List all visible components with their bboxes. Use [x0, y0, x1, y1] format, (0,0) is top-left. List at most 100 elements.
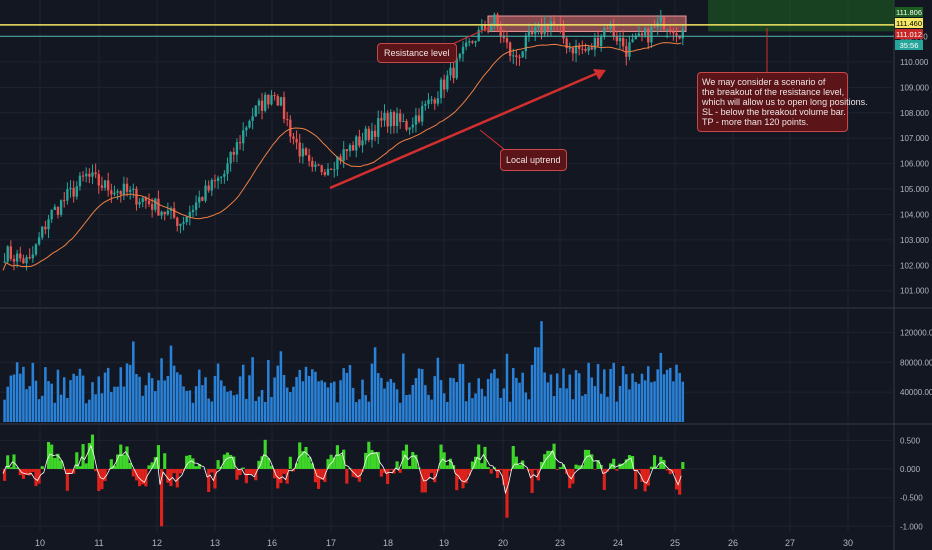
volume-bar: [248, 375, 251, 422]
resistance-level-callout[interactable]: Resistance level: [377, 43, 457, 63]
volume-bar: [260, 389, 264, 422]
volume-bar: [216, 363, 220, 422]
oscillator-bar: [166, 468, 170, 483]
oscillator-bar: [574, 464, 578, 469]
candle-body: [15, 253, 19, 262]
price-candles: [3, 9, 684, 271]
volume-bar: [464, 401, 468, 422]
candle-body: [3, 261, 6, 263]
volume-bar: [28, 386, 31, 422]
oscillator-bar: [241, 467, 245, 469]
oscillator-bar: [552, 443, 556, 469]
candle-body: [477, 29, 480, 41]
volume-bar: [91, 382, 94, 422]
x-tick-label: 17: [326, 538, 336, 548]
oscillator-bar: [499, 468, 503, 471]
volume-bar: [483, 396, 487, 422]
volume-bar: [150, 378, 154, 422]
volume-bar: [69, 380, 72, 422]
candle-body: [433, 99, 436, 104]
oscillator-bar: [678, 468, 682, 495]
x-tick-label: 27: [785, 538, 795, 548]
oscillator-bar: [128, 462, 132, 469]
candle-body: [358, 136, 361, 146]
volume-bar: [496, 378, 499, 422]
volume-bar: [59, 394, 63, 422]
volume-bar: [323, 382, 327, 422]
volume-bar: [125, 363, 129, 422]
volume-bar: [533, 347, 537, 422]
oscillator-bar: [555, 468, 559, 470]
oscillator-bar: [546, 450, 550, 469]
candle-body: [631, 39, 634, 43]
candle-body: [320, 165, 323, 173]
candle-body: [323, 172, 327, 175]
moving-average-line: [2, 42, 682, 271]
volume-bar: [207, 398, 210, 422]
candle-body: [210, 180, 213, 191]
oscillator-bar: [583, 449, 588, 469]
volume-bar: [56, 369, 60, 422]
candle-body: [44, 226, 47, 230]
candle-body: [12, 258, 16, 262]
candle-body: [132, 188, 135, 191]
candle-body: [587, 47, 590, 51]
oscillator-bar: [109, 459, 113, 469]
scenario-callout[interactable]: We may consider a scenario of the breako…: [697, 72, 868, 132]
candle-body: [603, 27, 606, 37]
x-tick-label: 24: [613, 538, 623, 548]
oscillator-bar: [577, 465, 581, 469]
volume-bar: [515, 377, 518, 422]
volume-bar: [282, 374, 286, 422]
oscillator-bar: [263, 439, 267, 469]
volume-bar: [78, 368, 82, 422]
oscillator-bar: [398, 468, 402, 473]
volume-bar: [442, 393, 446, 422]
oscillator-bar: [480, 463, 484, 469]
oscillator-bar: [612, 458, 616, 469]
oscillator-bar: [317, 468, 321, 489]
candle-body: [85, 173, 88, 177]
volume-bar: [678, 372, 681, 422]
volume-bar: [474, 393, 477, 422]
candle-body: [524, 35, 527, 52]
x-tick-label: 18: [383, 538, 393, 548]
candle-body: [490, 25, 493, 32]
volume-bar: [521, 372, 524, 422]
y-tick-label: 80000.000: [900, 358, 932, 367]
candle-body: [383, 112, 386, 121]
volume-bar: [47, 381, 50, 422]
candle-body: [34, 244, 38, 255]
candle-body: [669, 29, 672, 33]
volume-bar: [307, 375, 311, 422]
volume-bar: [402, 353, 405, 422]
candle-body: [339, 156, 342, 161]
oscillator-bar: [34, 468, 38, 487]
volume-bar: [3, 399, 6, 422]
oscillator-bar: [533, 468, 537, 471]
volume-bar: [22, 366, 25, 422]
local-uptrend-callout[interactable]: Local uptrend: [500, 149, 567, 171]
price-label-box: [895, 29, 923, 39]
candle-body: [100, 185, 104, 188]
candle-body: [198, 197, 201, 203]
volume-bar: [364, 395, 367, 422]
candle-body: [640, 33, 644, 36]
oscillator-bar: [464, 468, 468, 484]
volume-bar: [94, 394, 97, 422]
candle-body: [182, 222, 185, 224]
oscillator-bar: [674, 468, 679, 490]
volume-bar: [593, 386, 597, 422]
oscillator-bar: [517, 464, 522, 469]
volume-bar: [599, 393, 603, 422]
oscillator-bar: [97, 468, 101, 491]
oscillator-bar: [266, 458, 270, 469]
volume-bar: [499, 397, 502, 422]
y-tick-label: 105.000: [900, 185, 929, 194]
candle-body: [593, 37, 597, 50]
candle-body: [22, 258, 25, 264]
volume-bar: [34, 380, 38, 422]
oscillator-bar: [609, 463, 613, 469]
candle-body: [6, 246, 9, 262]
